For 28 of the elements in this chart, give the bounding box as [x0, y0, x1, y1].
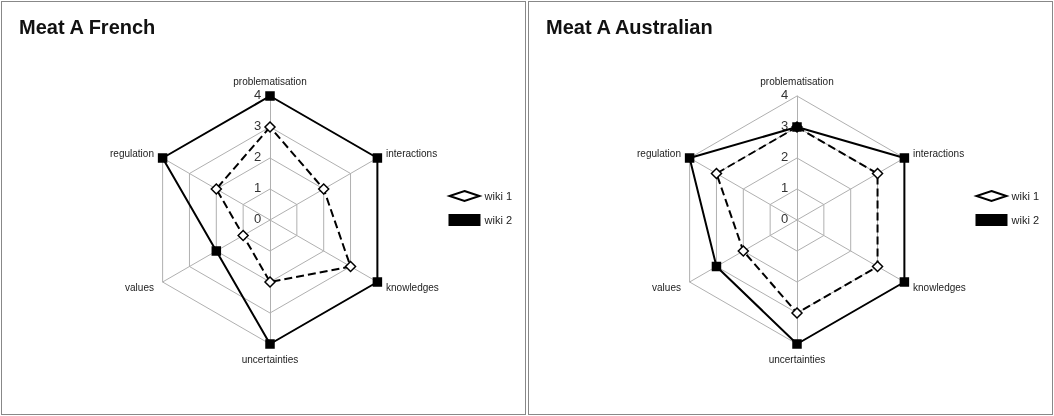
spoke-label: interactions — [913, 147, 965, 159]
spoke-label: uncertainties — [241, 353, 299, 365]
y-tick-label: 1 — [781, 180, 789, 195]
legend-label: wiki 2 — [483, 214, 513, 226]
spoke-label: regulation — [110, 147, 154, 159]
spoke-label: knowledges — [913, 281, 966, 293]
y-tick-label: 0 — [254, 211, 262, 226]
spoke-label: knowledges — [386, 281, 439, 293]
spoke-label: uncertainties — [768, 353, 826, 365]
legend-label: wiki 1 — [1010, 190, 1040, 202]
y-tick-label: 2 — [254, 149, 262, 164]
spoke-label: regulation — [637, 147, 681, 159]
spoke-label: problematisation — [233, 75, 307, 87]
y-tick-label: 4 — [254, 87, 262, 102]
legend-label: wiki 2 — [1010, 214, 1040, 226]
spoke-label: interactions — [386, 147, 438, 159]
spoke-label: problematisation — [760, 75, 834, 87]
y-tick-label: 3 — [781, 118, 789, 133]
legend-label: wiki 1 — [483, 190, 513, 202]
y-tick-label: 2 — [781, 149, 789, 164]
chart-title: Meat A Australian — [546, 16, 713, 38]
y-tick-label: 0 — [781, 211, 789, 226]
y-tick-label: 1 — [254, 180, 262, 195]
chart-title: Meat A French — [19, 16, 156, 38]
spoke-label: values — [125, 281, 154, 293]
spoke-label: values — [652, 281, 681, 293]
y-tick-label: 4 — [781, 87, 789, 102]
y-tick-label: 3 — [254, 118, 262, 133]
